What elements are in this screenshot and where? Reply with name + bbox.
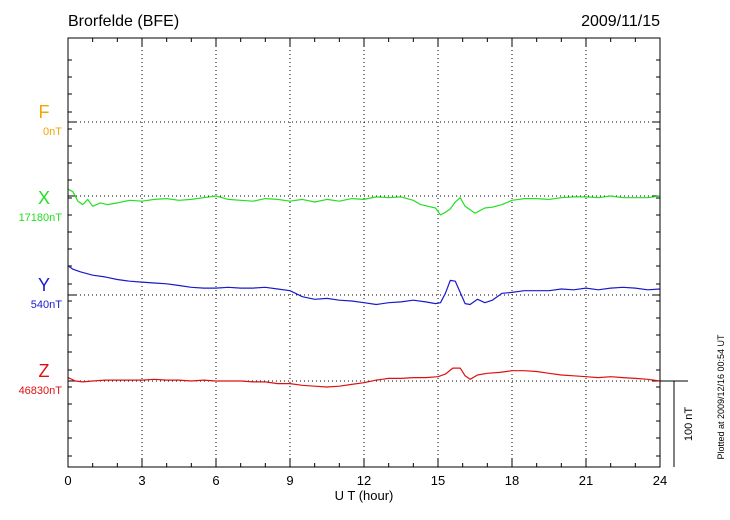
station-title: Brorfelde (BFE) <box>68 13 179 30</box>
series-layer <box>67 188 661 388</box>
series-line-y <box>67 265 661 306</box>
x-tick-label: 3 <box>138 473 145 488</box>
x-tick-label: 0 <box>64 473 71 488</box>
x-tick-label: 15 <box>431 473 445 488</box>
x-tick-label: 12 <box>357 473 371 488</box>
axis-ticks <box>67 38 661 467</box>
x-axis-label: U T (hour) <box>335 488 394 503</box>
channel-name-y: Y <box>38 275 50 295</box>
x-tick-labels: 0 3 6 9 12 15 18 21 24 <box>64 473 667 488</box>
series-line-z <box>67 367 661 388</box>
x-tick-label: 21 <box>579 473 593 488</box>
x-tick-label: 18 <box>505 473 519 488</box>
plotted-at-note: Plotted at 2009/12/16 00:54 UT <box>716 334 726 460</box>
scale-bar-label: 100 nT <box>683 407 695 442</box>
channel-name-z: Z <box>39 361 50 381</box>
grid-lines <box>68 38 660 467</box>
x-tick-label: 6 <box>212 473 219 488</box>
plot-frame <box>67 37 661 468</box>
channel-name-x: X <box>38 188 50 208</box>
channel-labels: F 0nT X 17180nT Y 540nT Z 46830nT <box>19 102 63 397</box>
series-line-x <box>67 188 661 216</box>
channel-name-f: F <box>39 102 50 122</box>
channel-baseline-f: 0nT <box>43 126 62 138</box>
date-label: 2009/11/15 <box>581 13 660 30</box>
x-tick-label: 24 <box>653 473 667 488</box>
x-tick-label: 9 <box>286 473 293 488</box>
channel-baseline-y: 540nT <box>31 299 62 311</box>
channel-baseline-z: 46830nT <box>19 385 63 397</box>
channel-baseline-x: 17180nT <box>19 212 63 224</box>
